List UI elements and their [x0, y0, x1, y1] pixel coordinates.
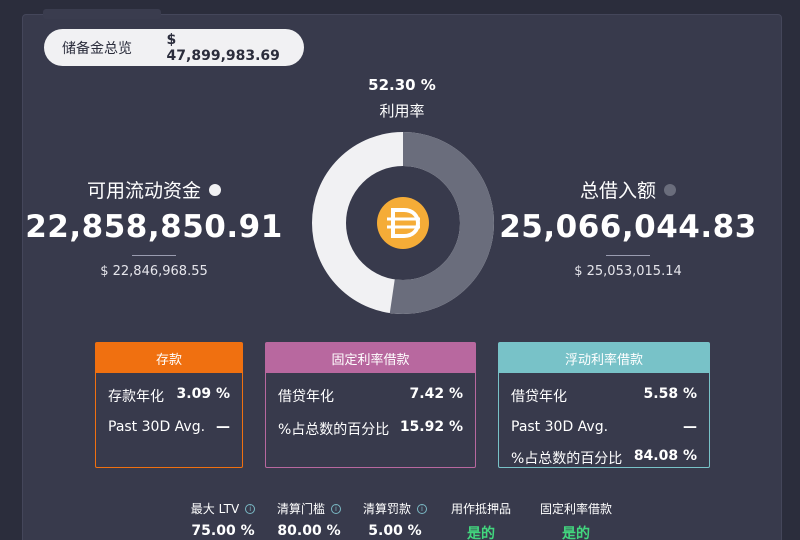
- reserve-total-label: 储备金总览: [62, 40, 132, 57]
- fixed-rate-borrow-card: 固定利率借款 借贷年化 7.42 % %占总数的百分比 15.92 %: [265, 342, 476, 468]
- float-card-header: 浮动利率借款: [499, 343, 709, 373]
- param-liquidation-penalty: 清算罚款 i 5.00 %: [352, 500, 438, 540]
- available-liquidity-amount: 22,858,850.91: [25, 209, 283, 245]
- param-liquidation-threshold: 清算门槛 i 80.00 %: [266, 500, 352, 540]
- float-share-label: %占总数的百分比: [511, 451, 623, 467]
- float-share-value: 84.08 %: [633, 448, 697, 464]
- info-icon[interactable]: i: [331, 503, 341, 514]
- deposit-card-header: 存款: [96, 343, 242, 373]
- param-label: 固定利率借款: [539, 502, 612, 516]
- utilization-donut-chart: [312, 132, 494, 314]
- deposit-apy-row: 存款年化 3.09 %: [96, 386, 242, 406]
- borrowed-legend-dot-icon: [664, 183, 676, 196]
- float-apr-value: 5.58 %: [643, 386, 697, 402]
- fixed-share-label: %占总数的百分比: [278, 422, 390, 438]
- fixed-apr-row: 借贷年化 7.42 %: [266, 386, 475, 406]
- param-value: 80.00 %: [277, 523, 341, 539]
- param-label: 用作抵押品: [450, 502, 511, 516]
- fixed-card-header: 固定利率借款: [266, 343, 475, 373]
- fixed-share-value: 15.92 %: [399, 419, 463, 435]
- float-apr-row: 借贷年化 5.58 %: [499, 386, 709, 406]
- reserve-total-value: $ 47,899,983.69: [166, 31, 280, 64]
- deposit-30d-value: —: [216, 419, 230, 435]
- float-30d-row: Past 30D Avg. —: [499, 419, 709, 435]
- param-value: 5.00 %: [368, 523, 422, 539]
- reserve-total-pill: 储备金总览 $ 47,899,983.69: [44, 29, 304, 66]
- param-usable-as-collateral: 用作抵押品 是的: [438, 500, 524, 540]
- deposit-card: 存款 存款年化 3.09 % Past 30D Avg. —: [95, 342, 243, 468]
- param-label: 清算门槛: [276, 502, 325, 516]
- param-value: 是的: [562, 526, 590, 540]
- info-icon[interactable]: i: [417, 503, 427, 514]
- param-label: 最大 LTV: [190, 502, 240, 516]
- total-borrowed-title: 总借入额: [579, 180, 656, 202]
- variable-rate-borrow-card: 浮动利率借款 借贷年化 5.58 % Past 30D Avg. — %占总数的…: [498, 342, 710, 468]
- param-fixed-rate-borrowing: 固定利率借款 是的: [524, 500, 628, 540]
- available-liquidity-usd: $ 22,846,968.55: [100, 264, 208, 279]
- fixed-apr-value: 7.42 %: [409, 386, 463, 402]
- float-30d-label: Past 30D Avg.: [511, 419, 609, 435]
- param-max-ltv: 最大 LTV i 75.00 %: [180, 500, 266, 540]
- total-borrowed: 总借入额 25,066,044.83 $ 25,053,015.14: [498, 176, 758, 279]
- available-legend-dot-icon: [209, 183, 221, 196]
- deposit-apy-value: 3.09 %: [176, 386, 230, 402]
- deposit-30d-label: Past 30D Avg.: [108, 419, 206, 435]
- float-apr-label: 借贷年化: [511, 389, 567, 405]
- divider: [606, 255, 650, 256]
- reserve-overview-panel: [22, 9, 782, 540]
- available-liquidity-title: 可用流动资金: [86, 180, 201, 202]
- total-borrowed-amount: 25,066,044.83: [499, 209, 757, 245]
- total-borrowed-usd: $ 25,053,015.14: [574, 264, 682, 279]
- utilization-percent: 52.30 %: [368, 76, 436, 94]
- donut-borrowed-segment: [312, 132, 494, 314]
- deposit-apy-label: 存款年化: [108, 389, 164, 405]
- float-30d-value: —: [683, 419, 697, 435]
- param-value: 是的: [467, 526, 495, 540]
- reserve-parameters: 最大 LTV i 75.00 % 清算门槛 i 80.00 % 清算罚款 i 5.00…: [180, 500, 628, 540]
- deposit-30d-row: Past 30D Avg. —: [96, 419, 242, 435]
- available-liquidity: 可用流动资金 22,858,850.91 $ 22,846,968.55: [24, 176, 284, 279]
- divider: [132, 255, 176, 256]
- info-icon[interactable]: i: [245, 503, 256, 514]
- dai-coin-icon: [377, 197, 429, 249]
- param-value: 75.00 %: [191, 523, 255, 539]
- float-share-row: %占总数的百分比 84.08 %: [499, 448, 709, 468]
- header-tab-fragment: [43, 9, 161, 19]
- fixed-apr-label: 借贷年化: [278, 389, 334, 405]
- param-label: 清算罚款: [362, 502, 411, 516]
- fixed-share-row: %占总数的百分比 15.92 %: [266, 419, 475, 439]
- utilization-label: 利用率: [379, 102, 425, 120]
